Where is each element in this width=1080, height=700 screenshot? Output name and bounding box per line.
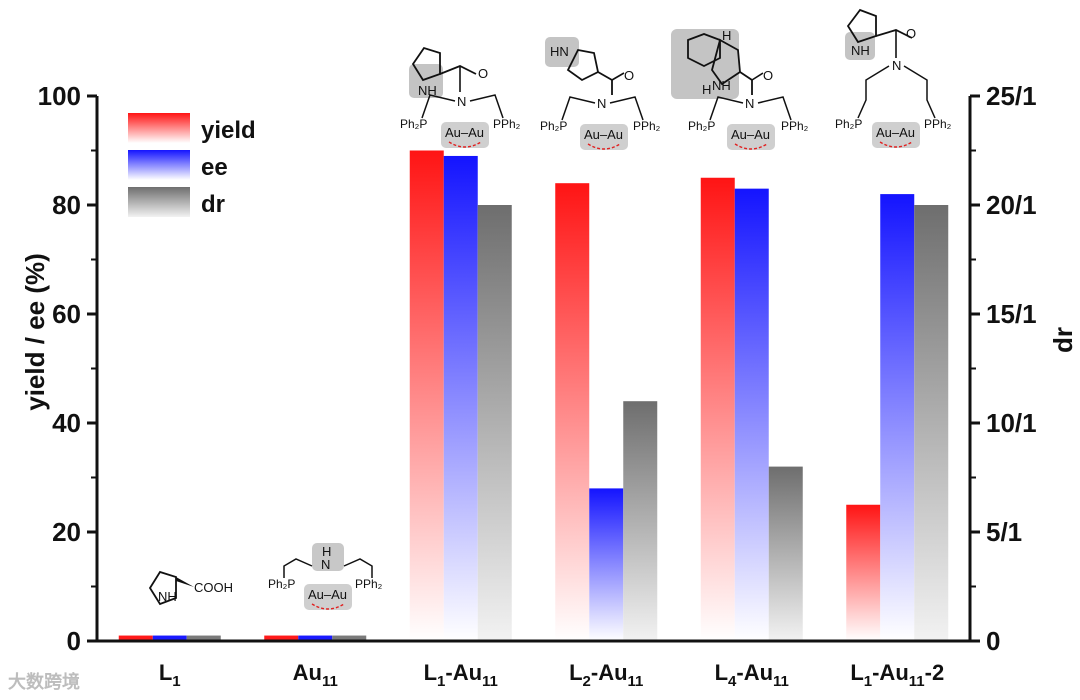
- bar-ee-1: [152, 635, 187, 641]
- y-tick-label: 100: [38, 81, 81, 111]
- bar-yield-2: [264, 635, 299, 641]
- svg-text:PPh₂: PPh₂: [781, 119, 809, 133]
- bar-ee-6: [880, 194, 915, 641]
- bar-ee-2: [298, 635, 333, 641]
- axes-group: L1 Au11 L1-Au11 L2-Au11 L4-Au11 L1-Au11-2 0 20 4…: [38, 81, 1037, 690]
- label-n: N: [321, 557, 330, 572]
- bar-dr-5: [768, 466, 803, 641]
- structure-l1-au11-2: NH O N Ph₂P PPh₂ Au–Au: [835, 8, 952, 148]
- svg-text:H: H: [722, 28, 731, 43]
- svg-text:PPh₂: PPh₂: [633, 119, 661, 133]
- legend-label-ee: ee: [201, 154, 228, 181]
- x-tick-label-3: L1-Au11: [424, 660, 498, 690]
- y2-tick-label: 0: [986, 626, 1000, 656]
- legend: yield ee dr: [128, 113, 256, 218]
- svg-text:N: N: [892, 58, 901, 73]
- y2-tick-label: 15/1: [986, 299, 1037, 329]
- svg-text:O: O: [763, 68, 773, 83]
- y2-axis-title: dr: [1048, 327, 1078, 353]
- svg-text:PPh₂: PPh₂: [493, 117, 521, 131]
- bar-ee-5: [734, 188, 769, 641]
- svg-text:PPh₂: PPh₂: [924, 117, 952, 131]
- svg-text:Au–Au: Au–Au: [876, 125, 915, 140]
- svg-text:NH: NH: [418, 83, 437, 98]
- label-pph2: PPh₂: [355, 577, 383, 591]
- x-tick-label-6: L1-Au11-2: [850, 660, 944, 690]
- svg-text:NH: NH: [851, 43, 870, 58]
- x-tick-label-5: L4-Au11: [715, 660, 789, 690]
- y2-tick-label: 20/1: [986, 190, 1037, 220]
- bar-dr-1: [186, 635, 221, 641]
- y-tick-label: 80: [52, 190, 81, 220]
- structure-proline: NH COOH: [148, 570, 233, 606]
- bar-dr-4: [623, 401, 658, 641]
- bar-yield-5: [700, 177, 735, 641]
- bar-dr-6: [914, 205, 949, 641]
- bar-yield-4: [555, 183, 590, 641]
- svg-text:Ph₂P: Ph₂P: [400, 117, 427, 131]
- label-cooh: COOH: [194, 580, 233, 595]
- bar-dr-3: [477, 205, 512, 641]
- legend-label-yield: yield: [201, 117, 256, 144]
- x-tick-label-2: Au11: [293, 660, 338, 690]
- watermark-text: 大数跨境: [8, 672, 80, 693]
- svg-text:O: O: [624, 68, 634, 83]
- svg-text:O: O: [906, 26, 916, 41]
- label-auau: Au–Au: [308, 587, 347, 602]
- structure-au11: H N Ph₂P PPh₂ Au–Au: [268, 543, 383, 610]
- structure-l4-au11: H H NH O N Ph₂P PPh₂ Au–Au: [671, 28, 809, 150]
- y-tick-label: 20: [52, 517, 81, 547]
- svg-text:N: N: [457, 94, 466, 109]
- legend-swatch-dr: [128, 187, 190, 217]
- bar-dr-2: [332, 635, 367, 641]
- bar-yield-6: [846, 504, 881, 641]
- y-tick-label: 40: [52, 408, 81, 438]
- bar-yield-3: [409, 150, 444, 641]
- bar-yield-1: [118, 635, 153, 641]
- y2-tick-label: 5/1: [986, 517, 1022, 547]
- y2-tick-label: 10/1: [986, 408, 1037, 438]
- structure-l2-au11: HN O N Ph₂P PPh₂ Au–Au: [540, 37, 661, 150]
- svg-text:N: N: [745, 96, 754, 111]
- label-ph2p: Ph₂P: [268, 577, 295, 591]
- y-tick-label: 60: [52, 299, 81, 329]
- bar-ee-4: [589, 488, 624, 641]
- svg-text:Ph₂P: Ph₂P: [835, 117, 862, 131]
- bar-ee-3: [443, 155, 478, 641]
- svg-text:Ph₂P: Ph₂P: [688, 119, 715, 133]
- label-h: H: [322, 544, 331, 559]
- structure-l1-au11: NH O N Ph₂P PPh₂ Au–Au: [400, 46, 521, 148]
- svg-text:HN: HN: [550, 44, 569, 59]
- svg-text:O: O: [478, 66, 488, 81]
- x-tick-label-1: L1: [159, 660, 181, 690]
- x-tick-label-4: L2-Au11: [569, 660, 643, 690]
- y2-tick-label: 25/1: [986, 81, 1037, 111]
- legend-swatch-ee: [128, 150, 190, 180]
- svg-text:N: N: [597, 96, 606, 111]
- legend-swatch-yield: [128, 113, 190, 143]
- svg-text:H: H: [702, 82, 711, 97]
- y-axis-title: yield / ee (%): [20, 253, 50, 411]
- svg-text:Au–Au: Au–Au: [731, 127, 770, 142]
- legend-label-dr: dr: [201, 191, 225, 218]
- bars-group: [118, 150, 949, 641]
- svg-text:Au–Au: Au–Au: [445, 125, 484, 140]
- label-nh: NH: [158, 589, 177, 604]
- y-tick-label: 0: [67, 626, 81, 656]
- svg-text:NH: NH: [712, 78, 731, 93]
- svg-text:Au–Au: Au–Au: [584, 127, 623, 142]
- svg-text:Ph₂P: Ph₂P: [540, 119, 567, 133]
